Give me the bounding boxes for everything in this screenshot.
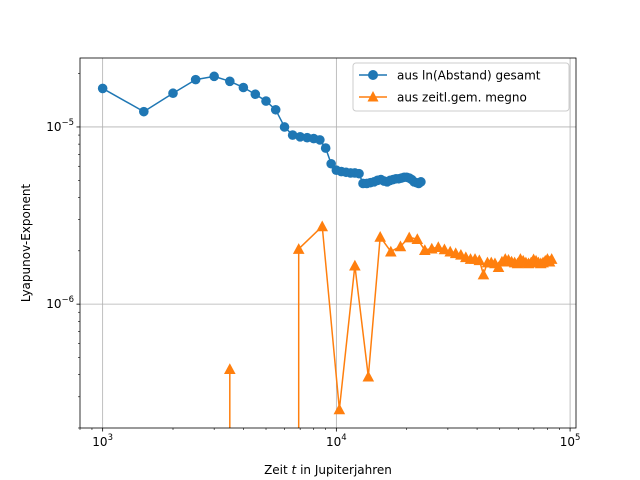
series-1-point — [320, 143, 331, 153]
y-tick-label: 10−5 — [46, 118, 74, 134]
series-2-point — [385, 245, 397, 257]
y-tick-label: 10−6 — [46, 295, 74, 311]
legend-label-series-1: aus ln(Abstand) gesamt — [397, 69, 541, 83]
x-tick-label: 104 — [326, 433, 347, 449]
series-2-point — [224, 363, 236, 375]
series-1-point — [279, 122, 290, 132]
legend-label-series-2: aus zeitl.gem. megno — [397, 91, 527, 105]
series-1-point — [287, 130, 298, 140]
series-1-point — [416, 177, 426, 187]
series-1-point — [225, 76, 235, 87]
series-2-point — [374, 230, 386, 242]
series-1-point — [326, 158, 336, 169]
series-1 — [97, 71, 426, 189]
series-1-point — [168, 88, 178, 99]
series-1-point — [209, 71, 219, 82]
series-2-point — [333, 403, 346, 415]
series-1-point — [238, 82, 249, 93]
legend-marker-series-2 — [367, 91, 379, 102]
series-2-point — [403, 231, 416, 243]
series-2-point — [411, 233, 424, 244]
legend: aus ln(Abstand) gesamt aus zeitl.gem. me… — [352, 62, 570, 112]
y-axis-label: Lyapunov-Exponent — [19, 184, 33, 303]
series-2-point — [432, 241, 445, 252]
x-axis-label: Zeit t in Jupiterjahren — [264, 463, 392, 477]
series-1-point — [190, 74, 201, 85]
series-2-point — [477, 268, 490, 280]
series-2-point — [362, 370, 375, 382]
tick-labels: 103 104 105 10−6 10−5 — [46, 118, 580, 449]
series-2 — [224, 220, 558, 428]
legend-box — [352, 62, 570, 112]
series-1-point — [295, 131, 305, 142]
series-1-point — [250, 89, 261, 100]
series-2-point — [473, 254, 486, 266]
series-2-point — [545, 253, 558, 264]
series-2-point — [349, 259, 361, 271]
series-1-point — [97, 83, 108, 94]
series-1-point — [315, 135, 325, 145]
grid — [80, 58, 576, 428]
series-1-point — [261, 96, 271, 106]
series-layer — [97, 71, 558, 428]
major-ticks — [76, 126, 571, 432]
series-2-point — [292, 243, 305, 254]
legend-marker-series-1 — [368, 70, 378, 80]
plot-frame — [79, 57, 577, 429]
series-1-point — [139, 106, 149, 117]
series-2-point — [492, 261, 505, 272]
series-2-point — [394, 240, 407, 252]
x-tick-label: 103 — [92, 433, 113, 449]
x-tick-label: 105 — [560, 433, 581, 449]
series-1-point — [270, 104, 281, 115]
series-1-point — [354, 168, 364, 179]
series-2-point — [316, 220, 329, 232]
